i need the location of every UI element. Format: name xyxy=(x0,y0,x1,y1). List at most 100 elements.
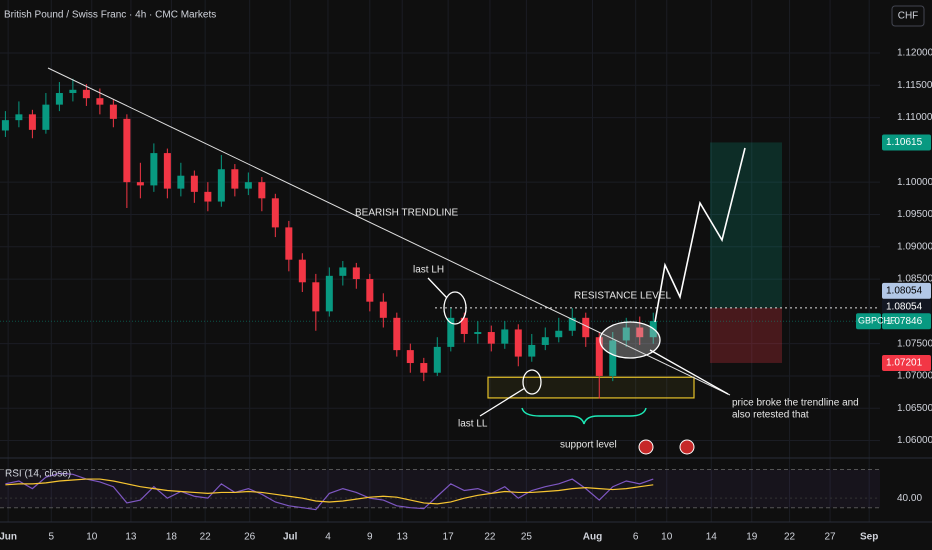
candle-body xyxy=(609,340,617,376)
candle-body xyxy=(298,259,306,283)
candle-body xyxy=(312,282,320,312)
price-tag xyxy=(882,313,931,330)
candle-body xyxy=(487,332,495,344)
annotation: last LH xyxy=(413,265,444,276)
y-tick-label: 1.06000 xyxy=(897,435,932,446)
candle-body xyxy=(177,175,185,189)
x-tick-label: 22 xyxy=(200,532,212,543)
candle-body xyxy=(541,337,549,345)
y-tick-label: 1.07000 xyxy=(897,371,932,382)
position-profit xyxy=(710,142,782,308)
overlays xyxy=(0,142,880,399)
y-tick-label: 1.10000 xyxy=(897,177,932,188)
candle-body xyxy=(501,329,509,344)
price-tag xyxy=(882,282,931,299)
candle-body xyxy=(406,350,414,364)
candle-body xyxy=(42,104,50,130)
candle-body xyxy=(420,363,428,373)
candle-body xyxy=(28,114,36,130)
projection xyxy=(654,147,746,323)
candle-body xyxy=(366,279,374,302)
candle-body xyxy=(231,169,239,189)
y-tick-label: 1.09000 xyxy=(897,241,932,252)
candle-body xyxy=(636,327,644,338)
event-icon xyxy=(679,439,695,455)
candle-body xyxy=(460,317,468,334)
y-tick-label: 1.12000 xyxy=(897,48,932,59)
brace xyxy=(521,407,647,425)
candle-body xyxy=(474,332,482,334)
x-tick-label: 10 xyxy=(86,532,98,543)
annotation: BEARISH TRENDLINE xyxy=(355,208,459,219)
retest-ellipse xyxy=(599,321,661,359)
ll-circle xyxy=(522,369,542,395)
candle-body xyxy=(514,329,522,357)
annotation: also retested that xyxy=(732,410,809,421)
candle-body xyxy=(568,317,576,331)
price-tag xyxy=(882,354,931,371)
lh-circle xyxy=(443,291,467,325)
y-tick-label: 1.09500 xyxy=(897,209,932,220)
annotation: price broke the trendline and xyxy=(732,398,859,409)
rsi-tick-label: 40.00 xyxy=(897,493,922,504)
x-tick-label: 5 xyxy=(49,532,55,543)
annotation: RESISTANCE LEVEL xyxy=(574,291,672,302)
annotation: last LL xyxy=(458,419,488,430)
candle-body xyxy=(258,182,266,199)
rsi-ma-line xyxy=(5,478,654,505)
candle-body xyxy=(150,153,158,186)
currency-box xyxy=(891,5,925,27)
trendline xyxy=(47,67,731,396)
x-tick-label: Jul xyxy=(283,532,298,543)
arrow xyxy=(427,277,448,299)
x-tick-label: 10 xyxy=(661,532,673,543)
candle-body xyxy=(271,198,279,228)
candle-body xyxy=(190,175,198,192)
candle-body xyxy=(433,346,441,373)
candle-body xyxy=(123,118,131,183)
rsi-band xyxy=(0,469,880,508)
x-tick-label: 6 xyxy=(633,532,639,543)
rsi-line xyxy=(5,472,654,511)
symbol-tag xyxy=(856,313,881,330)
x-tick-label: Jun xyxy=(0,532,17,543)
x-tick-label: Aug xyxy=(583,532,602,543)
symbol-tag-label: GBPCHF xyxy=(858,316,896,326)
candle-body xyxy=(352,267,360,280)
candle-body xyxy=(69,89,77,94)
grid xyxy=(0,0,880,522)
y-tick-label: 1.07500 xyxy=(897,338,932,349)
candle-body xyxy=(15,114,23,121)
x-tick-label: 9 xyxy=(367,532,373,543)
rsi-pane xyxy=(0,469,880,511)
x-tick-label: 4 xyxy=(325,532,331,543)
candle-body xyxy=(339,267,347,276)
candle-body xyxy=(379,301,387,318)
x-tick-label: 13 xyxy=(397,532,409,543)
candles xyxy=(1,78,657,399)
arrow xyxy=(649,349,729,395)
candle-body xyxy=(393,317,401,351)
chart-title: British Pound / Swiss Franc · 4h · CMC M… xyxy=(4,10,216,21)
candle-body xyxy=(555,330,563,338)
axes: 1.06000 1.06500 1.07000 1.07500 1.08500 1.090… xyxy=(0,48,932,543)
price-tag-label: 1.08054 xyxy=(886,286,923,297)
x-tick-label: 19 xyxy=(746,532,758,543)
candle-body xyxy=(136,182,144,186)
candle-body xyxy=(55,93,63,105)
x-tick-label: 25 xyxy=(521,532,533,543)
candle-body xyxy=(622,327,630,341)
candle-body xyxy=(217,169,225,202)
candle-body xyxy=(325,275,333,312)
drawings: BEARISH TRENDLINE last LH RESISTANCE LEV… xyxy=(47,67,859,455)
position-loss xyxy=(710,307,782,363)
candle-body xyxy=(285,227,293,260)
candle-body xyxy=(595,337,603,376)
y-tick-label: 1.11500 xyxy=(897,80,932,91)
candle-body xyxy=(528,344,536,357)
rsi-title: RSI (14, close) xyxy=(5,469,71,480)
x-tick-label: 27 xyxy=(824,532,836,543)
price-tag xyxy=(882,298,931,315)
candle-body xyxy=(244,182,252,189)
